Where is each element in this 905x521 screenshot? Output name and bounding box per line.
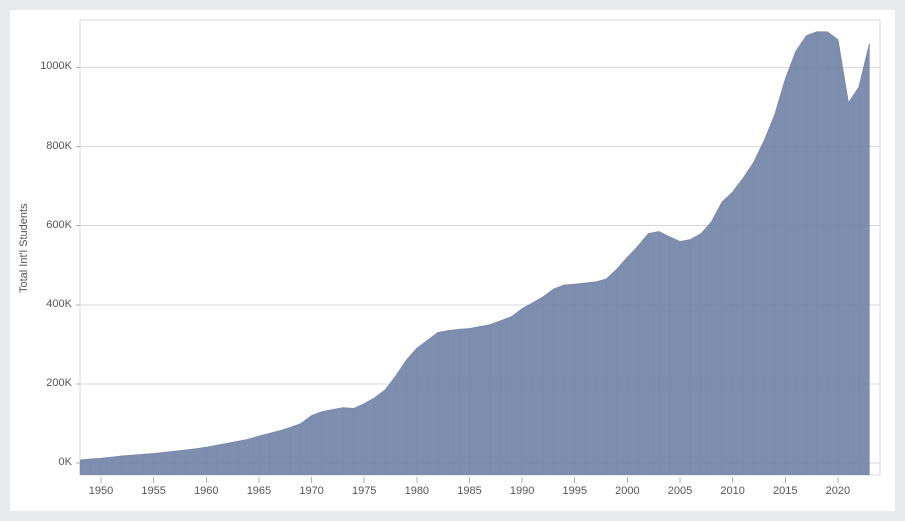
x-tick-label: 1960 <box>186 485 226 497</box>
y-tick-label: 0K <box>59 456 72 468</box>
x-tick-label: 2000 <box>607 485 647 497</box>
y-tick-label: 200K <box>46 377 72 389</box>
x-tick-label: 1950 <box>81 485 121 497</box>
x-tick-label: 2010 <box>713 485 753 497</box>
x-tick-label: 2005 <box>660 485 700 497</box>
x-tick-label: 2015 <box>765 485 805 497</box>
x-tick-label: 1985 <box>449 485 489 497</box>
y-axis-label: Total Int'l Students <box>18 203 30 293</box>
area-chart <box>10 10 895 511</box>
x-tick-label: 1970 <box>292 485 332 497</box>
x-tick-label: 2020 <box>818 485 858 497</box>
y-tick-label: 1000K <box>40 60 72 72</box>
y-tick-label: 400K <box>46 298 72 310</box>
chart-card: Total Int'l Students 0K 200K 400K 600K 800K 1… <box>10 10 895 511</box>
x-tick-label: 1955 <box>134 485 174 497</box>
x-tick-label: 1990 <box>502 485 542 497</box>
x-tick-label: 1980 <box>397 485 437 497</box>
x-tick-label: 1975 <box>344 485 384 497</box>
y-tick-label: 800K <box>46 140 72 152</box>
y-tick-label: 600K <box>46 219 72 231</box>
x-tick-label: 1995 <box>555 485 595 497</box>
x-tick-label: 1965 <box>239 485 279 497</box>
